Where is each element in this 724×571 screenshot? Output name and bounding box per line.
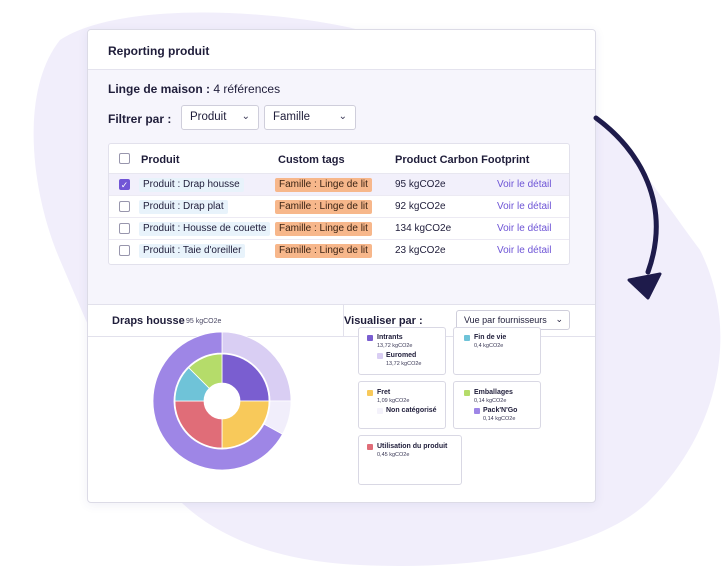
filter-select-produit-value: Produit: [190, 111, 227, 123]
legend-sub-value: 0,14 kgCO2e: [483, 416, 516, 422]
column-header-pcf: Product Carbon Footprint: [395, 154, 530, 166]
inner-slice-1: [221, 400, 270, 449]
table-header: Produit Custom tags Product Carbon Footp…: [109, 144, 569, 174]
row-checkbox[interactable]: [119, 223, 130, 234]
legend-utilisation: Utilisation du produit 0,45 kgCO2e: [358, 435, 462, 485]
filter-area: Linge de maison : 4 références Filtrer p…: [88, 70, 595, 305]
pcf-value: 95 kgCO2e: [395, 179, 446, 190]
visualize-select-value: Vue par fournisseurs: [464, 315, 547, 325]
legend-swatch: [377, 353, 383, 359]
legend-swatch: [474, 408, 480, 414]
tag-chip: Famille : Linge de lit: [275, 178, 372, 192]
inner-slice-4: [188, 353, 223, 389]
tag-chip: Famille : Linge de lit: [275, 222, 372, 236]
legend-value: 1,09 kgCO2e: [377, 398, 410, 404]
table-row[interactable]: Produit : Taie d'oreiller Famille : Ling…: [109, 240, 569, 262]
category-name: Linge de maison :: [108, 82, 211, 96]
legend-value: 0,45 kgCO2e: [377, 452, 410, 458]
legend-intrants: Intrants 13,72 kgCO2e Euromed 13,72 kgCO…: [358, 327, 446, 375]
tag-chip: Famille : Linge de lit: [275, 244, 372, 258]
product-chip: Produit : Taie d'oreiller: [139, 244, 246, 258]
legend-swatch: [367, 444, 373, 450]
legend-swatch: [464, 390, 470, 396]
legend-sub-label: Non catégorisé: [386, 407, 437, 414]
legend-swatch: [367, 390, 373, 396]
product-chip: Produit : Housse de couette: [139, 222, 271, 236]
select-all-checkbox[interactable]: [119, 153, 130, 164]
filter-select-famille-value: Famille: [273, 111, 311, 123]
legend-fin-de-vie: Fin de vie 0,4 kgCO2e: [453, 327, 541, 375]
row-checkbox[interactable]: [119, 245, 130, 256]
sunburst-chart: [152, 331, 292, 471]
pcf-value: 92 kgCO2e: [395, 201, 446, 212]
tag-chip: Famille : Linge de lit: [275, 200, 372, 214]
products-table: Produit Custom tags Product Carbon Footp…: [108, 143, 570, 265]
outer-slice-2: [152, 331, 284, 471]
inner-slice-2: [174, 400, 223, 449]
legend-label: Intrants: [377, 334, 403, 341]
legend-label: Utilisation du produit: [377, 443, 448, 450]
divider: [343, 305, 344, 337]
legend-sub-label: Pack'N'Go: [483, 407, 518, 414]
category-count: 4 références: [213, 82, 281, 96]
detail-link[interactable]: Voir le détail: [497, 245, 552, 256]
category-line: Linge de maison : 4 références: [108, 82, 280, 96]
product-chip: Produit : Drap plat: [139, 200, 228, 214]
detail-total: 95 kgCO2e: [186, 318, 222, 325]
legend-sub-value: 13,72 kgCO2e: [386, 361, 422, 367]
detail-link[interactable]: Voir le détail: [497, 179, 552, 190]
chevron-down-icon: ⌄: [555, 314, 563, 324]
legend-value: 0,14 kgCO2e: [474, 398, 507, 404]
column-header-custom-tags: Custom tags: [278, 154, 345, 166]
reporting-card: Reporting produit Linge de maison : 4 ré…: [87, 29, 596, 503]
legend-emballages: Emballages 0,14 kgCO2e Pack'N'Go 0,14 kg…: [453, 381, 541, 429]
detail-link[interactable]: Voir le détail: [497, 201, 552, 212]
filter-select-produit[interactable]: Produit ⌄: [181, 105, 259, 130]
table-row[interactable]: Produit : Drap plat Famille : Linge de l…: [109, 196, 569, 218]
table-row[interactable]: Produit : Housse de couette Famille : Li…: [109, 218, 569, 240]
row-checkbox[interactable]: [119, 201, 130, 212]
legend-value: 0,4 kgCO2e: [474, 343, 504, 349]
legend-sub-label: Euromed: [386, 352, 417, 359]
detail-title: Draps housse: [112, 315, 185, 327]
legend-label: Fret: [377, 389, 391, 396]
legend-fret: Fret 1,09 kgCO2e Non catégorisé: [358, 381, 446, 429]
legend-swatch: [367, 335, 373, 341]
table-row[interactable]: ✓ Produit : Drap housse Famille : Linge …: [109, 174, 569, 196]
product-chip: Produit : Drap housse: [139, 178, 244, 192]
inner-slice-0: [221, 353, 270, 402]
filter-select-famille[interactable]: Famille ⌄: [264, 105, 356, 130]
visualize-label: Visualiser par :: [344, 315, 423, 327]
legend-value: 13,72 kgCO2e: [377, 343, 413, 349]
legend-swatch: [377, 408, 383, 414]
column-header-produit: Produit: [141, 154, 180, 166]
card-title: Reporting produit: [88, 30, 595, 70]
legend-swatch: [464, 335, 470, 341]
legend-label: Fin de vie: [474, 334, 507, 341]
pcf-value: 134 kgCO2e: [395, 223, 452, 234]
row-checkbox-checked[interactable]: ✓: [119, 179, 130, 190]
chevron-down-icon: ⌄: [241, 111, 250, 122]
filter-label: Filtrer par :: [108, 112, 172, 126]
legend-label: Emballages: [474, 389, 513, 396]
detail-link[interactable]: Voir le détail: [497, 223, 552, 234]
chevron-down-icon: ⌄: [338, 111, 347, 122]
pcf-value: 23 kgCO2e: [395, 245, 446, 256]
